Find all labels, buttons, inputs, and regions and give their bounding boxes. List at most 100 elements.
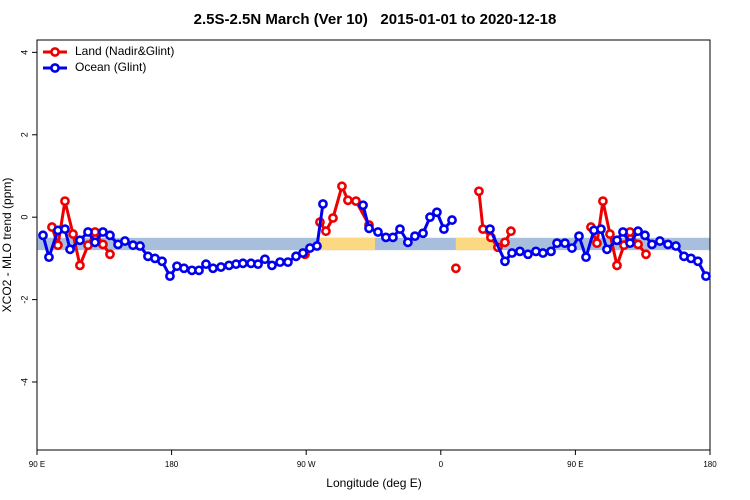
point [275, 257, 285, 268]
point [98, 239, 108, 250]
point [395, 224, 405, 235]
point [253, 259, 263, 270]
point [474, 186, 484, 197]
point [618, 227, 628, 237]
point [552, 238, 562, 249]
point [523, 249, 533, 260]
band [455, 237, 495, 251]
point [260, 254, 270, 265]
point [633, 239, 643, 250]
point [692, 256, 703, 267]
point [612, 235, 622, 246]
x-tick-label: 90 E [29, 460, 45, 469]
point [641, 249, 651, 260]
x-tick-label: 0 [439, 460, 444, 469]
x-tick-label: 90 W [297, 460, 316, 469]
point [402, 237, 413, 248]
point [425, 212, 435, 223]
point [439, 224, 449, 235]
point [432, 207, 442, 218]
point [625, 238, 635, 249]
point [633, 226, 643, 237]
x-tick-label: 180 [165, 460, 179, 469]
x-tick-label: 90 E [567, 460, 583, 469]
point [388, 232, 398, 243]
point [208, 263, 218, 274]
point [507, 248, 517, 258]
point [612, 260, 622, 271]
point [546, 246, 556, 257]
x-axis-label: Longitude (deg E) [326, 476, 421, 490]
point [500, 237, 510, 248]
legend-label: Land (Nadir&Glint) [75, 44, 174, 58]
point [640, 230, 650, 241]
point [38, 230, 48, 241]
point [216, 262, 226, 272]
point [515, 246, 525, 257]
y-tick-label: -4 [19, 378, 29, 386]
point [321, 226, 331, 237]
point [65, 244, 75, 255]
point [201, 259, 211, 270]
point [671, 241, 681, 251]
point [701, 271, 711, 282]
point [135, 241, 145, 251]
plot-frame [36, 39, 711, 451]
y-tick-label: 0 [19, 215, 29, 220]
point [663, 239, 673, 250]
band [319, 237, 375, 251]
legend-marker [50, 47, 60, 57]
point [105, 230, 115, 241]
point [592, 238, 602, 249]
y-tick-label: -2 [19, 296, 29, 304]
point [60, 196, 70, 207]
point [267, 260, 277, 271]
point [328, 213, 338, 223]
point [75, 260, 85, 271]
point [574, 231, 584, 242]
point [598, 196, 608, 207]
point [75, 235, 85, 246]
point [83, 227, 93, 237]
point [351, 196, 361, 207]
point [318, 199, 328, 209]
point [343, 195, 353, 206]
point [364, 223, 374, 234]
y-tick-label: 4 [19, 50, 29, 55]
legend-marker [50, 63, 60, 73]
point [560, 238, 570, 249]
point [68, 229, 78, 239]
point [283, 257, 293, 268]
point [447, 215, 457, 225]
point [418, 228, 428, 239]
point [60, 224, 70, 235]
chart-title: 2.5S-2.5N March (Ver 10) 2015-01-01 to 2… [194, 11, 557, 28]
point [373, 227, 383, 237]
point [567, 243, 577, 253]
point [44, 252, 54, 263]
x-tick-label: 180 [703, 460, 717, 469]
point [337, 181, 347, 192]
point [53, 240, 63, 251]
point [654, 236, 665, 246]
point [410, 231, 420, 242]
point [238, 258, 248, 269]
point [157, 256, 167, 267]
point [506, 226, 516, 237]
point [647, 239, 657, 250]
legend-label: Ocean (Glint) [75, 60, 146, 74]
point [179, 263, 189, 274]
y-axis-label: XCO2 - MLO trend (ppm) [0, 178, 14, 313]
point [312, 241, 322, 251]
point [500, 256, 510, 267]
point [451, 263, 461, 274]
point [298, 248, 308, 258]
point [120, 236, 130, 246]
point [581, 252, 591, 263]
point [90, 237, 100, 248]
point [596, 224, 606, 235]
y-tick-label: 2 [19, 132, 29, 137]
point [105, 249, 115, 260]
point [194, 265, 204, 276]
